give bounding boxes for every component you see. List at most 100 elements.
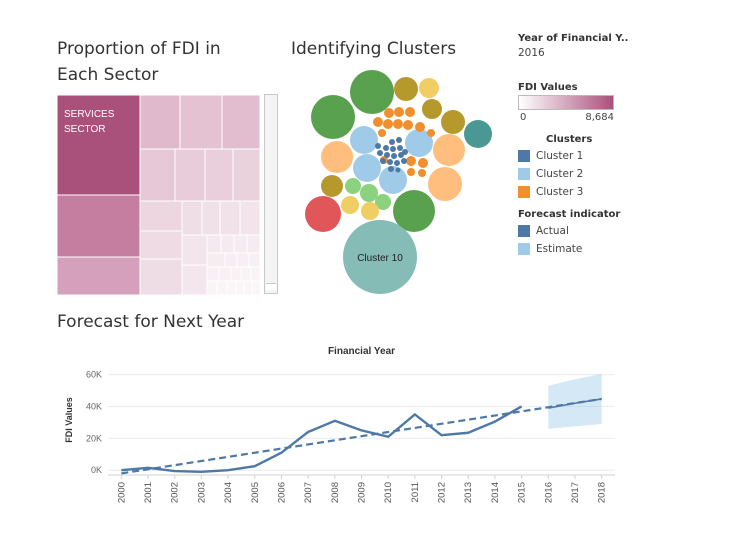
- actual-series-line: [121, 405, 523, 474]
- clusters-legend-item[interactable]: Cluster 3: [518, 183, 718, 201]
- cluster-bubble[interactable]: [353, 154, 381, 182]
- forecast-legend: Actual Estimate: [518, 222, 718, 258]
- x-tick-label: 2016: [543, 482, 554, 503]
- forecast-legend-label: Estimate: [536, 243, 583, 255]
- treemap-cell[interactable]: [233, 234, 248, 254]
- treemap-cell[interactable]: [181, 264, 208, 295]
- treemap-cell[interactable]: [206, 266, 220, 282]
- clusters-legend-label: Cluster 1: [536, 150, 584, 162]
- cluster-bubble[interactable]: [375, 194, 391, 210]
- treemap-cell[interactable]: [220, 234, 235, 254]
- forecast-legend-item[interactable]: Estimate: [518, 240, 718, 258]
- treemap-cell[interactable]: [57, 194, 141, 258]
- treemap-cell[interactable]: [181, 200, 203, 236]
- treemap-cell[interactable]: [239, 200, 260, 236]
- cluster-bubble[interactable]: [433, 134, 465, 166]
- treemap-cell[interactable]: [206, 280, 218, 295]
- treemap-cell[interactable]: [248, 252, 260, 268]
- cluster-3-small-bubbles[interactable]: [373, 107, 435, 177]
- treemap-cell[interactable]: [250, 266, 260, 282]
- treemap-cell[interactable]: [235, 280, 245, 295]
- treemap-cell[interactable]: [243, 280, 253, 295]
- treemap-cell[interactable]: [251, 280, 260, 295]
- cluster-bubble[interactable]: [394, 77, 418, 101]
- cluster-bubble[interactable]: [350, 70, 394, 114]
- year-filter-title: Year of Financial Y..: [518, 33, 629, 44]
- cluster-bubble[interactable]: [428, 167, 462, 201]
- cluster-bubble[interactable]: [350, 126, 378, 154]
- cluster-bubble[interactable]: [393, 190, 435, 232]
- treemap-cell[interactable]: [174, 148, 206, 202]
- treemap-cell[interactable]: [139, 95, 181, 150]
- treemap-cell[interactable]: [226, 280, 237, 295]
- cluster-bubble[interactable]: [464, 120, 492, 148]
- cluster-bubble[interactable]: [361, 202, 379, 220]
- treemap-cell[interactable]: [216, 280, 228, 295]
- treemap-cell[interactable]: [139, 200, 183, 232]
- treemap-title: Proportion of FDI in Each Sector: [57, 36, 221, 88]
- treemap-cell[interactable]: [219, 200, 241, 236]
- cluster-bubble[interactable]: [360, 184, 378, 202]
- cluster-bubble[interactable]: [419, 78, 439, 98]
- treemap-cell[interactable]: [139, 148, 176, 202]
- cluster-bubble[interactable]: [305, 196, 341, 232]
- cluster-bubble-cluster-10[interactable]: [343, 220, 417, 294]
- forecast-title: Forecast for Next Year: [57, 312, 245, 332]
- cluster-1-small-bubbles[interactable]: [375, 137, 408, 173]
- treemap-cell[interactable]: [224, 252, 238, 268]
- fdi-min-label: 0: [520, 112, 527, 123]
- trend-line: [121, 397, 602, 475]
- treemap-cell[interactable]: [206, 252, 226, 268]
- x-tick-label: 2013: [463, 482, 474, 503]
- treemap-cell[interactable]: [232, 148, 260, 202]
- x-tick-label: 2004: [223, 482, 234, 503]
- treemap-cell[interactable]: [246, 234, 260, 254]
- treemap-cell[interactable]: [230, 266, 242, 282]
- treemap-cell[interactable]: [218, 266, 232, 282]
- cluster-bubble[interactable]: [311, 95, 355, 139]
- chart-title: Financial Year: [328, 346, 395, 357]
- forecast-line-chart[interactable]: Financial Year 60K 40K 20K 0K FDI Values 2000 2…: [60, 340, 620, 555]
- cluster-bubble[interactable]: [321, 141, 353, 173]
- sector-treemap[interactable]: SERVICES SECTOR: [57, 95, 260, 295]
- scrollbar-thumb[interactable]: [266, 283, 276, 290]
- treemap-cell[interactable]: [204, 148, 234, 202]
- treemap-cell[interactable]: [139, 230, 183, 260]
- treemap-cell[interactable]: [206, 234, 222, 254]
- clusters-legend-item[interactable]: Cluster 1: [518, 147, 718, 165]
- forecast-legend-item[interactable]: Actual: [518, 222, 718, 240]
- x-tick-label: 2003: [196, 482, 207, 503]
- x-tick-label: 2017: [570, 482, 581, 503]
- forecast-legend-label: Actual: [536, 225, 569, 237]
- treemap-cell[interactable]: [201, 200, 221, 236]
- clusters-legend-item[interactable]: Cluster 2: [518, 165, 718, 183]
- treemap-scrollbar[interactable]: [264, 94, 278, 294]
- x-tick-label: 2006: [276, 482, 287, 503]
- clusters-legend-swatch: [518, 150, 530, 162]
- cluster-bubble[interactable]: [341, 196, 359, 214]
- treemap-cell[interactable]: [179, 95, 223, 150]
- treemap-cell[interactable]: [139, 258, 183, 295]
- treemap-cell[interactable]: [236, 252, 250, 268]
- forecast-band: [548, 373, 602, 429]
- treemap-cell-services[interactable]: [57, 95, 141, 196]
- cluster-bubble[interactable]: [321, 175, 343, 197]
- legend-panel: Year of Financial Y.. 2016 FDI Values 0 …: [518, 33, 718, 258]
- fdi-color-ramp: [518, 95, 614, 110]
- y-tick-label: 60K: [86, 370, 102, 380]
- cluster-bubble[interactable]: [345, 178, 361, 194]
- y-tick-label: 20K: [86, 433, 102, 443]
- x-tick-label: 2005: [250, 482, 261, 503]
- year-filter-value[interactable]: 2016: [518, 47, 545, 59]
- fdi-legend-title: FDI Values: [518, 82, 578, 93]
- cluster-bubble[interactable]: [441, 110, 465, 134]
- cluster-bubble[interactable]: [379, 166, 407, 194]
- treemap-cell[interactable]: [221, 95, 260, 150]
- treemap-title-line1: Proportion of FDI in: [57, 39, 221, 59]
- cluster-bubble[interactable]: [422, 99, 442, 119]
- cluster-bubble-chart[interactable]: Cluster 10: [295, 60, 500, 305]
- treemap-cell[interactable]: [181, 234, 208, 266]
- cluster-bubble[interactable]: [405, 129, 433, 157]
- treemap-cell[interactable]: [240, 266, 252, 282]
- treemap-cell[interactable]: [57, 256, 141, 295]
